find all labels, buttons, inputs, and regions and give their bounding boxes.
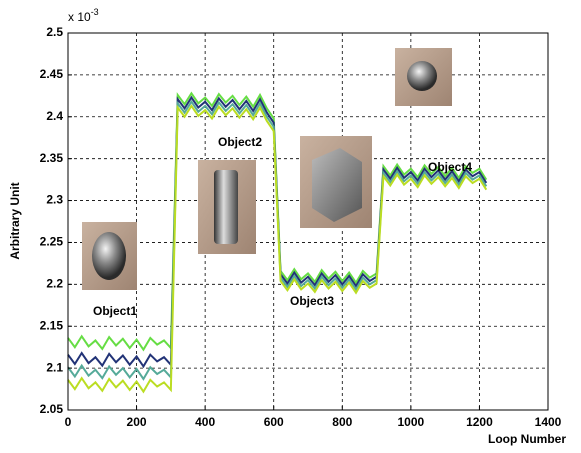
x-tick-label: 1400 [535, 415, 562, 429]
y-tick-label: 2.45 [40, 67, 64, 81]
y-multiplier-base: x 10 [68, 10, 91, 24]
y-tick-label: 2.4 [46, 109, 63, 123]
y-tick-label: 2.35 [40, 151, 64, 165]
object-photo-3 [300, 136, 372, 228]
object-label: Object2 [218, 135, 262, 149]
y-tick-label: 2.5 [46, 25, 63, 39]
x-tick-label: 1000 [398, 415, 425, 429]
x-tick-label: 0 [65, 415, 72, 429]
object-photo-4 [395, 48, 452, 106]
y-tick-label: 2.1 [46, 360, 63, 374]
y-multiplier-exponent: -3 [91, 7, 99, 17]
y-multiplier: x 10-3 [68, 7, 99, 24]
object-label: Object3 [290, 294, 334, 308]
y-tick-label: 2.2 [46, 277, 63, 291]
object-photo-2 [198, 160, 256, 254]
y-tick-label: 2.3 [46, 193, 63, 207]
y-tick-label: 2.05 [40, 402, 64, 416]
y-tick-label: 2.15 [40, 318, 64, 332]
y-axis-label: Arbitrary Unit [8, 182, 22, 259]
x-tick-label: 600 [264, 415, 284, 429]
x-tick-label: 400 [195, 415, 215, 429]
x-axis-label: Loop Number [488, 432, 566, 446]
object-label: Object1 [93, 304, 137, 318]
x-tick-label: 200 [127, 415, 147, 429]
x-tick-label: 800 [332, 415, 352, 429]
object-label: Object4 [428, 160, 472, 174]
object-photo-1 [82, 222, 137, 290]
x-tick-label: 1200 [466, 415, 493, 429]
chart: x 10-3 Arbitrary Unit Loop Number 0 200 40… [0, 0, 581, 453]
y-tick-label: 2.25 [40, 235, 64, 249]
